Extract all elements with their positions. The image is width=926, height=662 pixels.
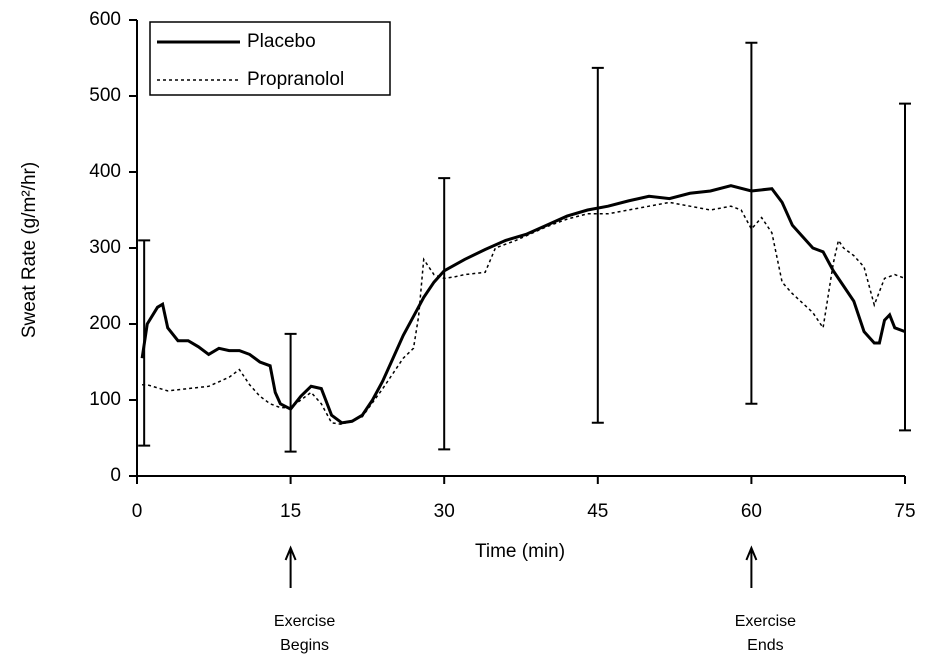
y-tick-label: 100	[89, 389, 121, 410]
error-bar	[138, 239, 151, 447]
x-tick-label: 45	[587, 501, 608, 522]
series-line	[142, 201, 906, 426]
y-axis-label: Sweat Rate (g/m²/hr)	[19, 162, 40, 338]
annotation-text: Exercise	[274, 613, 335, 630]
y-tick-label: 0	[110, 465, 121, 486]
y-tick-label: 300	[89, 237, 121, 258]
x-tick-label: 15	[280, 501, 301, 522]
y-tick-label: 500	[89, 85, 121, 106]
annotation-text: Exercise	[735, 613, 796, 630]
error-bar	[591, 66, 604, 424]
annotation-arrow	[745, 545, 758, 588]
error-bar	[438, 177, 451, 451]
y-tick-label: 600	[89, 9, 121, 30]
annotation-text: Begins	[280, 637, 329, 654]
x-tick-label: 60	[741, 501, 762, 522]
annotation-text: Ends	[747, 637, 783, 654]
y-tick-label: 400	[89, 161, 121, 182]
error-bar	[899, 102, 911, 432]
error-bar	[745, 41, 758, 405]
x-axis-label: Time (min)	[475, 541, 565, 562]
series-line	[140, 184, 906, 425]
legend-box	[149, 21, 391, 96]
x-tick-label: 30	[434, 501, 455, 522]
legend-label: Placebo	[247, 31, 316, 52]
x-tick-label: 75	[894, 501, 915, 522]
error-bar	[284, 332, 297, 453]
y-tick-label: 200	[89, 313, 121, 334]
annotation-arrow	[284, 545, 297, 588]
x-tick-label: 0	[132, 501, 143, 522]
legend-label: Propranolol	[247, 69, 344, 90]
